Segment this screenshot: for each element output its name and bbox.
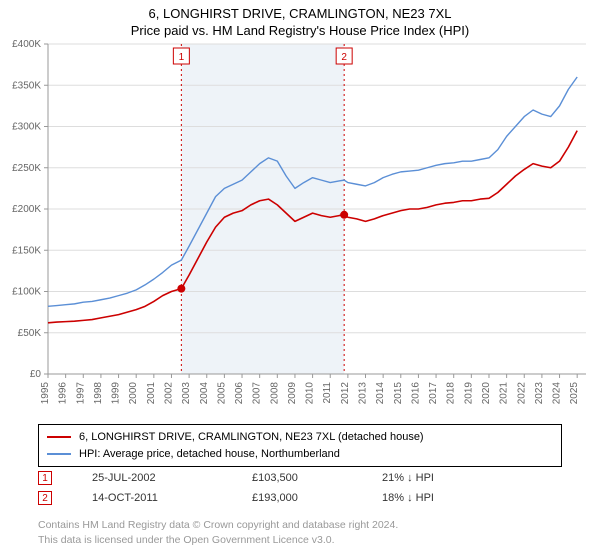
svg-text:2016: 2016 [410, 382, 421, 405]
svg-text:2014: 2014 [375, 382, 386, 405]
chart-titles: 6, LONGHIRST DRIVE, CRAMLINGTON, NE23 7X… [0, 0, 600, 38]
svg-text:2018: 2018 [446, 382, 457, 405]
svg-text:2025: 2025 [569, 382, 580, 405]
marker-hpi: 18% ↓ HPI [382, 492, 472, 504]
svg-text:2012: 2012 [340, 382, 351, 405]
footer-line-2: This data is licensed under the Open Gov… [38, 533, 562, 548]
svg-text:1995: 1995 [40, 382, 51, 405]
chart-container: 6, LONGHIRST DRIVE, CRAMLINGTON, NE23 7X… [0, 0, 600, 560]
marker-price: £103,500 [252, 472, 342, 484]
svg-text:£250K: £250K [12, 163, 41, 174]
marker-row: 1 25-JUL-2002 £103,500 21% ↓ HPI [38, 468, 562, 488]
svg-text:2000: 2000 [128, 382, 139, 405]
svg-text:1: 1 [179, 52, 185, 63]
svg-text:2024: 2024 [552, 382, 563, 405]
svg-text:2010: 2010 [305, 382, 316, 405]
svg-text:£0: £0 [30, 369, 42, 380]
footer-line-1: Contains HM Land Registry data © Crown c… [38, 518, 562, 533]
legend-row: HPI: Average price, detached house, Nort… [47, 446, 553, 463]
svg-text:2004: 2004 [199, 382, 210, 405]
svg-text:1996: 1996 [58, 382, 69, 405]
svg-text:£400K: £400K [12, 39, 41, 50]
marker-badge: 1 [38, 471, 52, 485]
svg-text:1997: 1997 [75, 382, 86, 405]
footer-text: Contains HM Land Registry data © Crown c… [38, 518, 562, 547]
svg-text:2023: 2023 [534, 382, 545, 405]
legend-row: 6, LONGHIRST DRIVE, CRAMLINGTON, NE23 7X… [47, 429, 553, 446]
marker-badge: 2 [38, 491, 52, 505]
chart-plot-area: £0 £50K £100K £150K £200K £250K £300K £350K £400… [0, 38, 600, 418]
chart-subtitle: Price paid vs. HM Land Registry's House … [0, 23, 600, 38]
svg-text:2006: 2006 [234, 382, 245, 405]
legend-swatch [47, 453, 71, 455]
svg-text:2005: 2005 [216, 382, 227, 405]
svg-text:2009: 2009 [287, 382, 298, 405]
svg-text:£100K: £100K [12, 287, 41, 298]
svg-text:1998: 1998 [93, 382, 104, 405]
svg-text:2003: 2003 [181, 382, 192, 405]
svg-text:2020: 2020 [481, 382, 492, 405]
svg-text:2008: 2008 [269, 382, 280, 405]
chart-title: 6, LONGHIRST DRIVE, CRAMLINGTON, NE23 7X… [0, 6, 600, 21]
marker-hpi: 21% ↓ HPI [382, 472, 472, 484]
svg-text:£150K: £150K [12, 245, 41, 256]
svg-text:£50K: £50K [18, 328, 42, 339]
svg-text:2021: 2021 [499, 382, 510, 405]
svg-text:£200K: £200K [12, 204, 41, 215]
chart-svg: £0 £50K £100K £150K £200K £250K £300K £350K £400… [0, 38, 600, 418]
svg-text:2007: 2007 [252, 382, 263, 405]
svg-text:2019: 2019 [463, 382, 474, 405]
svg-text:2001: 2001 [146, 382, 157, 405]
svg-text:2013: 2013 [358, 382, 369, 405]
marker-price: £193,000 [252, 492, 342, 504]
svg-text:£300K: £300K [12, 122, 41, 133]
svg-text:2015: 2015 [393, 382, 404, 405]
legend-label: 6, LONGHIRST DRIVE, CRAMLINGTON, NE23 7X… [79, 429, 424, 446]
legend-box: 6, LONGHIRST DRIVE, CRAMLINGTON, NE23 7X… [38, 424, 562, 467]
svg-text:2011: 2011 [322, 382, 333, 404]
svg-text:2022: 2022 [516, 382, 527, 405]
svg-text:2: 2 [341, 52, 347, 63]
legend-label: HPI: Average price, detached house, Nort… [79, 446, 340, 463]
marker-date: 14-OCT-2011 [92, 492, 212, 504]
svg-text:1999: 1999 [111, 382, 122, 405]
svg-text:2002: 2002 [163, 382, 174, 405]
svg-text:£350K: £350K [12, 80, 41, 91]
marker-date: 25-JUL-2002 [92, 472, 212, 484]
svg-text:2017: 2017 [428, 382, 439, 405]
marker-table: 1 25-JUL-2002 £103,500 21% ↓ HPI 2 14-OCT-201… [38, 468, 562, 508]
marker-row: 2 14-OCT-2011 £193,000 18% ↓ HPI [38, 488, 562, 508]
legend-swatch [47, 436, 71, 438]
